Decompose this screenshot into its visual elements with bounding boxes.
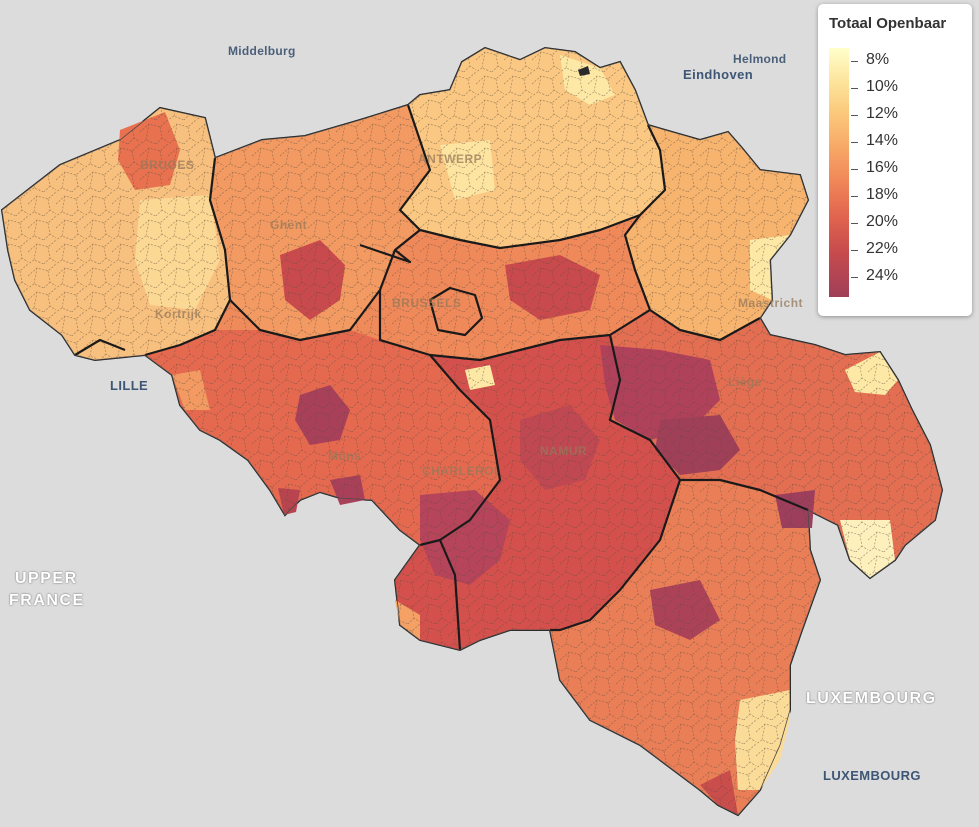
label-bruges: BRUGES — [140, 158, 195, 172]
legend-tick-mark — [851, 61, 858, 63]
label-kortrijk: Kortrijk — [155, 307, 202, 321]
legend-tick-label: 14% — [866, 132, 899, 150]
label-ghent: Ghent — [270, 218, 308, 232]
municipality-borders — [2, 48, 942, 815]
label-mons: Mons — [328, 449, 362, 463]
legend-tick-mark — [851, 115, 858, 117]
label-eindhoven: Eindhoven — [683, 67, 754, 82]
label-middelburg: Middelburg — [228, 44, 296, 58]
label-lille: LILLE — [110, 378, 149, 393]
legend-tick-mark — [851, 249, 858, 251]
label-luxembourg-city: LUXEMBOURG — [823, 768, 921, 783]
country-border — [1, 47, 943, 816]
legend-tick-label: 24% — [866, 266, 899, 284]
label-charleroi: CHARLEROI — [422, 464, 498, 478]
label-brussels: BRUSSELS — [392, 296, 462, 310]
label-antwerp: ANTWERP — [418, 152, 483, 166]
legend-tick-label: 18% — [866, 186, 899, 204]
label-upper-france-line1: UPPER — [15, 570, 78, 587]
label-liege: Liège — [728, 375, 762, 389]
legend-tick-mark — [851, 276, 858, 278]
legend-tick-label: 16% — [866, 159, 899, 177]
legend-tick-mark — [851, 222, 858, 224]
legend-tick-mark — [851, 142, 858, 144]
legend-tick-label: 8% — [866, 51, 890, 69]
legend-tick-mark — [851, 196, 858, 198]
legend-title: Totaal Openbaar — [829, 15, 947, 32]
legend-tick-mark — [851, 169, 858, 171]
label-namur: NAMUR — [540, 444, 588, 458]
legend-tick-label: 10% — [866, 78, 899, 96]
label-helmond: Helmond — [733, 52, 787, 66]
legend: Totaal Openbaar 8% 10% 12% 14% 16% 18% 20% 22% 2… — [818, 4, 972, 316]
label-upper-france-line2: FRANCE — [9, 592, 85, 609]
legend-tick-label: 22% — [866, 239, 899, 257]
legend-color-bar — [829, 48, 849, 297]
legend-tick-mark — [851, 88, 858, 90]
label-luxembourg-region: LUXEMBOURG — [806, 690, 937, 707]
island-shape — [578, 66, 590, 76]
province-borders — [74, 104, 809, 651]
label-maastricht: Maastricht — [738, 296, 804, 310]
legend-tick-label: 20% — [866, 212, 899, 230]
legend-tick-label: 12% — [866, 105, 899, 123]
